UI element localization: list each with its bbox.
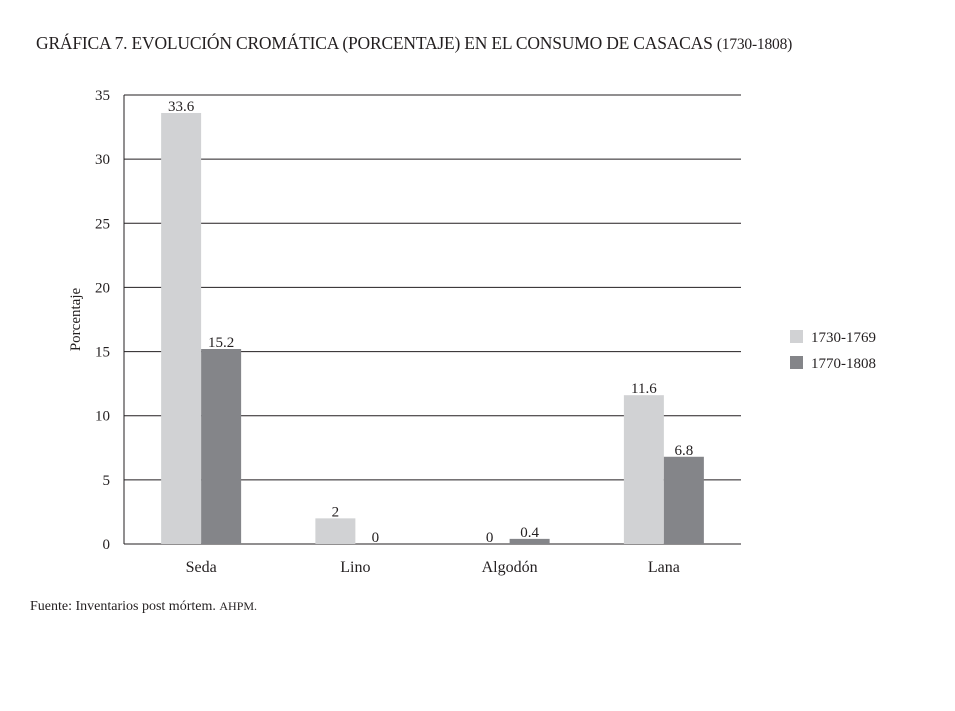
y-tick-label: 5 [103,473,111,489]
source-abbr: AHPM. [219,599,258,613]
title-years: (1730-1808) [716,36,793,53]
data-label: 0.4 [520,525,539,541]
legend-label: 1770-1808 [811,356,876,372]
y-tick-label: 30 [95,152,110,168]
bar [623,395,664,544]
bar [161,112,202,545]
data-label: 2 [332,504,340,520]
y-tick-label: 25 [95,216,110,232]
data-label: 15.2 [208,335,234,351]
legend-label: 1730-1769 [811,330,876,346]
y-tick-label: 15 [95,345,110,361]
bar [315,518,356,544]
x-tick-label: Algodón [482,559,538,576]
x-tick-label: Lino [340,559,370,576]
data-label: 0 [372,530,380,546]
bar [663,456,704,544]
data-label: 0 [486,530,494,546]
x-tick-label: Lana [648,559,680,576]
y-tick-label: 35 [95,88,110,104]
data-label: 33.6 [168,99,195,115]
data-label: 6.8 [675,443,694,459]
y-axis-label: Porcentaje [68,288,84,352]
bar [201,349,242,544]
y-tick-label: 20 [95,280,110,296]
source-note: Fuente: Inventarios post mórtem. AHPM. [30,599,257,615]
legend-swatch [790,330,803,343]
chart-title: GRÁFICA 7. EVOLUCIÓN CROMÁTICA (PORCENTA… [36,33,792,54]
data-label: 11.6 [631,381,657,397]
source-text: Fuente: Inventarios post mórtem. [30,599,216,614]
x-tick-label: Seda [186,559,217,576]
bar [509,538,550,544]
y-tick-label: 10 [95,409,110,425]
y-tick-label: 0 [103,537,111,553]
title-text: GRÁFICA 7. EVOLUCIÓN CROMÁTICA (PORCENTA… [36,33,713,53]
legend-swatch [790,356,803,369]
